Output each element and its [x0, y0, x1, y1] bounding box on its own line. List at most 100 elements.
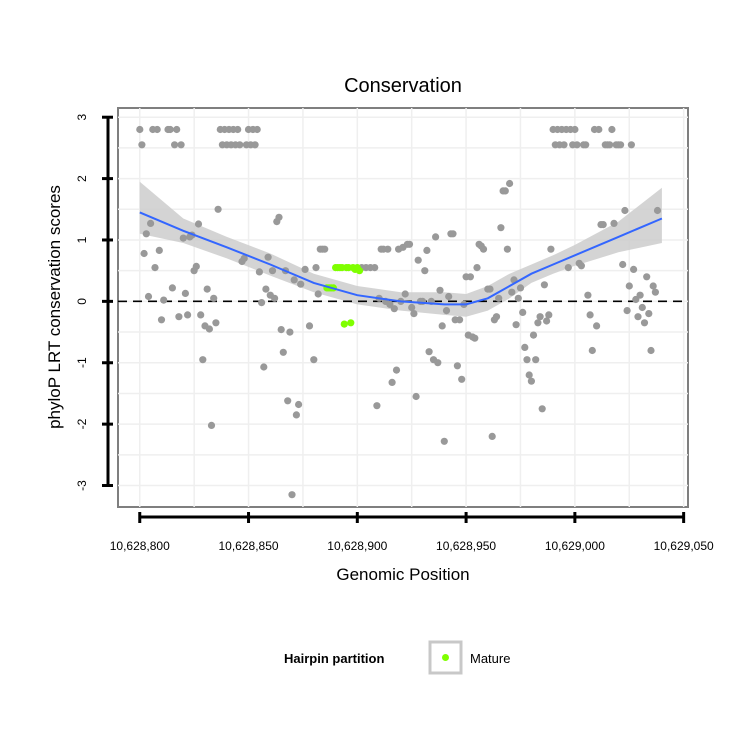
x-tick-label: 10,628,800	[110, 539, 170, 553]
data-point	[543, 317, 551, 325]
legend-title: Hairpin partition	[284, 651, 384, 666]
x-tick-label: 10,628,950	[436, 539, 496, 553]
data-point	[284, 397, 292, 405]
data-point	[408, 303, 416, 312]
data-point	[593, 322, 601, 330]
y-axis: -3 -2 -1 0 1 2 3	[75, 114, 113, 491]
data-point	[423, 246, 431, 254]
confidence-band-area	[139, 181, 662, 317]
other-points	[136, 125, 662, 499]
data-point	[619, 260, 627, 269]
data-point	[271, 294, 279, 302]
data-point	[625, 282, 633, 290]
legend: Hairpin partition Mature	[284, 640, 510, 675]
data-point	[488, 432, 496, 440]
data-point	[173, 125, 181, 134]
data-point	[421, 267, 429, 275]
data-point	[297, 280, 305, 288]
y-tick-label: -3	[75, 480, 89, 491]
mature-data-point	[355, 267, 364, 275]
data-point	[197, 311, 205, 319]
data-point	[545, 311, 553, 319]
data-point	[264, 253, 272, 261]
data-point	[179, 234, 187, 242]
data-point	[275, 213, 283, 221]
data-point	[645, 310, 653, 318]
data-point	[194, 220, 203, 228]
data-point	[525, 371, 533, 379]
data-point	[617, 141, 625, 149]
data-point	[516, 284, 525, 292]
data-point	[640, 319, 649, 327]
data-point	[390, 305, 398, 313]
data-point	[432, 233, 440, 241]
data-point	[636, 291, 644, 299]
data-point	[486, 285, 494, 293]
data-point	[519, 308, 527, 316]
data-point	[184, 311, 192, 319]
data-point	[560, 141, 568, 149]
data-point	[536, 313, 544, 321]
data-point	[599, 221, 607, 229]
data-point	[586, 311, 594, 319]
data-point	[175, 313, 183, 321]
data-point	[584, 291, 592, 299]
data-point	[453, 362, 461, 370]
data-point	[466, 273, 474, 281]
data-point	[503, 245, 511, 253]
data-point	[527, 377, 536, 385]
data-point	[258, 299, 266, 307]
data-point	[262, 285, 270, 293]
data-point	[608, 125, 616, 134]
data-point	[166, 125, 174, 134]
data-point	[414, 256, 422, 264]
data-point	[392, 366, 401, 374]
data-point	[634, 313, 642, 321]
data-point	[606, 141, 614, 149]
data-point	[192, 262, 200, 270]
data-point	[160, 296, 168, 304]
gridlines	[118, 108, 688, 507]
data-point	[538, 405, 546, 413]
data-point	[312, 264, 320, 272]
data-point	[277, 326, 285, 334]
data-point	[207, 421, 216, 429]
mature-data-point	[340, 320, 348, 328]
data-point	[279, 348, 287, 356]
data-point	[310, 356, 318, 364]
data-point	[212, 319, 220, 327]
data-point	[434, 359, 442, 367]
data-point	[295, 400, 303, 409]
data-point	[653, 206, 662, 215]
data-point	[497, 224, 505, 232]
data-point	[210, 294, 218, 302]
data-point	[445, 292, 453, 301]
data-point	[155, 246, 163, 254]
legend-label-mature: Mature	[470, 651, 510, 666]
data-point	[147, 219, 155, 227]
data-point	[410, 310, 418, 318]
data-point	[144, 292, 153, 301]
data-point	[647, 346, 655, 355]
data-point	[373, 402, 381, 410]
x-tick-label: 10,629,050	[654, 539, 714, 553]
y-axis-title: phyloP LRT conservation scores	[45, 185, 64, 429]
legend-key-box	[428, 640, 463, 675]
data-point	[371, 264, 379, 272]
data-point	[171, 141, 179, 149]
data-point	[479, 245, 488, 253]
data-point	[442, 307, 451, 315]
data-point	[286, 328, 294, 336]
data-point	[436, 286, 444, 294]
data-point	[440, 437, 448, 445]
data-point	[521, 343, 529, 351]
data-point	[205, 325, 213, 333]
data-point	[236, 141, 244, 149]
data-point	[621, 206, 629, 215]
data-point	[181, 289, 189, 297]
mature-points	[323, 264, 364, 328]
data-point	[251, 141, 259, 149]
data-point	[529, 331, 538, 339]
data-point	[388, 378, 396, 386]
